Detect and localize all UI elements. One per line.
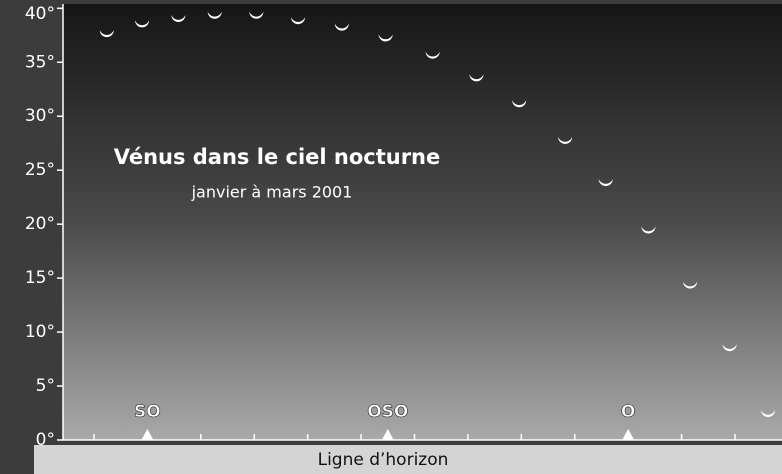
chart-subtitle: janvier à mars 2001 bbox=[191, 183, 353, 202]
y-tick-label: 25° bbox=[25, 160, 55, 180]
plot-area bbox=[63, 4, 782, 440]
y-tick-label: 0° bbox=[36, 430, 55, 450]
chart: Ligne d’horizon Vénus dans le ciel noctu… bbox=[0, 0, 782, 474]
page: Ligne d’horizon Vénus dans le ciel noctu… bbox=[0, 0, 782, 474]
x-tick-label: O bbox=[621, 402, 635, 422]
y-tick-label: 20° bbox=[25, 214, 55, 234]
y-tick-label: 40° bbox=[25, 4, 55, 24]
x-axis-label: Ligne d’horizon bbox=[318, 450, 449, 470]
y-tick-label: 15° bbox=[25, 268, 55, 288]
x-tick-label: OSO bbox=[367, 402, 408, 422]
y-tick-label: 35° bbox=[25, 52, 55, 72]
y-tick-label: 30° bbox=[25, 106, 55, 126]
x-tick-label: SO bbox=[134, 402, 161, 422]
y-tick-label: 5° bbox=[36, 376, 55, 396]
y-tick-label: 10° bbox=[25, 322, 55, 342]
chart-title: Vénus dans le ciel nocturne bbox=[114, 145, 441, 169]
